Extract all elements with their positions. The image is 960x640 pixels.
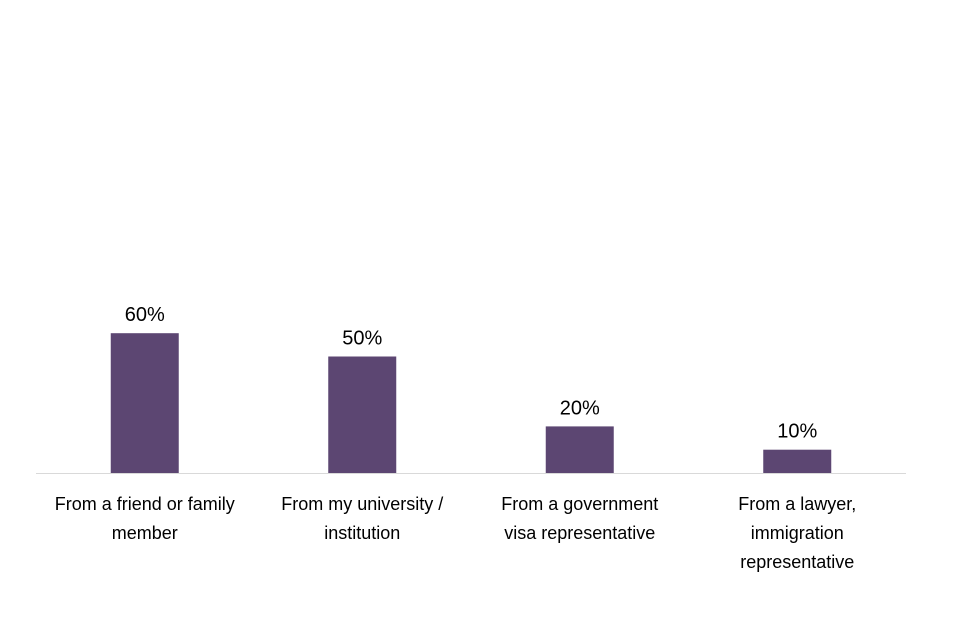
data-label-2: 50% (342, 328, 382, 350)
category-label-3: From a government visa representative (501, 494, 658, 543)
category-label-line: From a government (501, 494, 658, 514)
category-label-4: From a lawyer, immigration representative (738, 494, 856, 572)
category-label-1: From a friend or family member (55, 494, 235, 543)
category-label-line: From my university / (281, 494, 443, 514)
bar-4 (763, 449, 832, 473)
category-labels-group: From a friend or family member From my uni… (55, 494, 857, 572)
category-label-line: From a lawyer, (738, 494, 856, 514)
category-label-line: From a friend or family (55, 494, 235, 514)
category-label-line: visa representative (504, 523, 655, 543)
category-label-2: From my university / institution (281, 494, 443, 543)
category-label-line: representative (740, 552, 854, 572)
bar-2 (328, 356, 397, 473)
bar-3 (545, 426, 614, 473)
bar-1 (110, 333, 179, 473)
data-label-3: 20% (560, 397, 600, 419)
category-label-line: member (112, 523, 178, 543)
data-label-1: 60% (125, 304, 165, 326)
bars-group (110, 333, 832, 473)
category-label-line: immigration (751, 523, 844, 543)
category-label-line: institution (324, 523, 400, 543)
data-labels-group: 60% 50% 20% 10% (125, 304, 818, 443)
data-label-4: 10% (777, 421, 817, 443)
